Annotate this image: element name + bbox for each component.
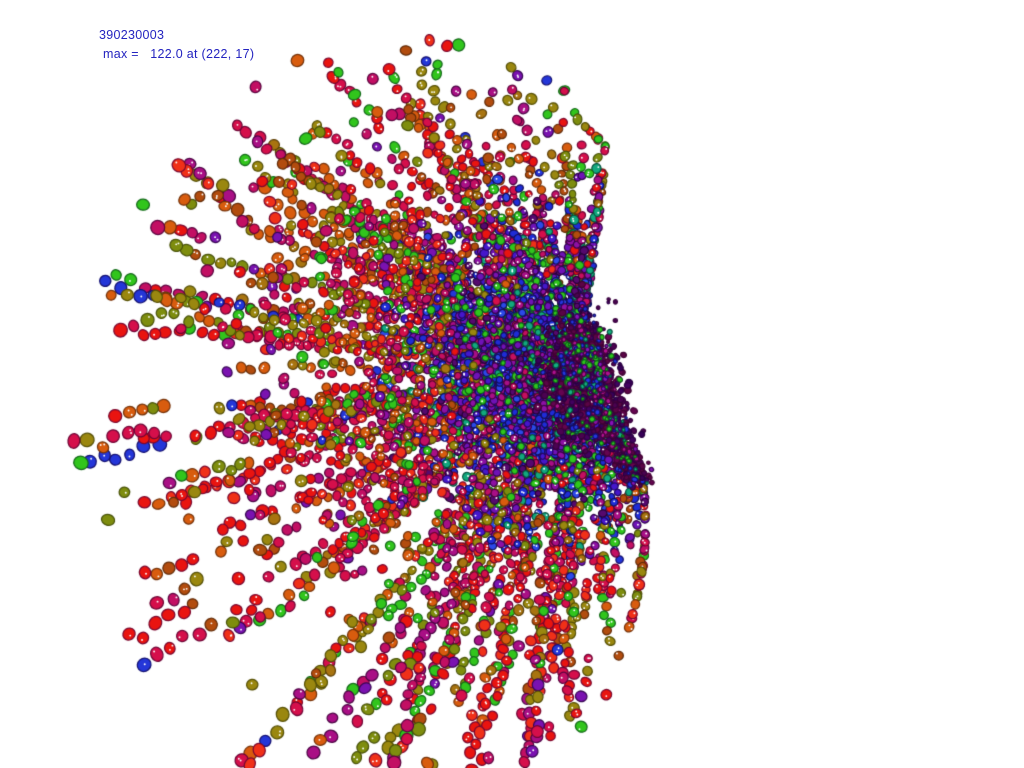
- max-value-annotation: max = 122.0 at (222, 17): [103, 47, 255, 61]
- plot-title: 390230003: [99, 28, 165, 42]
